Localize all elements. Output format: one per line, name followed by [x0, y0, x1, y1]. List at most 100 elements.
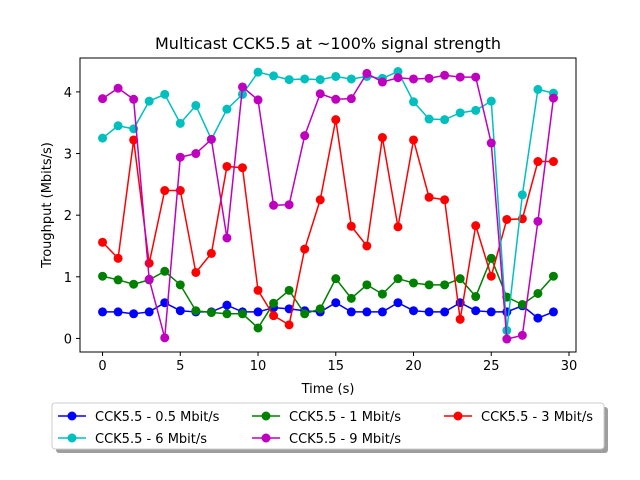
data-point [113, 275, 123, 285]
data-point [98, 94, 108, 104]
data-point [113, 253, 123, 263]
data-point [346, 94, 356, 104]
data-point [331, 115, 341, 125]
x-tick-label: 10 [250, 359, 267, 374]
data-point [346, 74, 356, 84]
data-point [331, 94, 341, 104]
data-point [222, 161, 232, 171]
data-point [160, 266, 170, 276]
legend-box [51, 402, 605, 450]
series-line [102, 70, 554, 331]
data-point [253, 285, 263, 295]
data-point [471, 105, 481, 115]
legend-label: CCK5.5 - 3 Mbit/s [481, 410, 593, 425]
data-point [300, 74, 310, 84]
legend-item: CCK5.5 - 1 Mbit/s [252, 410, 401, 425]
legend-marker [261, 433, 271, 443]
data-point [98, 133, 108, 143]
x-tick-label: 15 [328, 359, 345, 374]
data-point [160, 333, 170, 343]
data-point [269, 71, 279, 81]
data-point [331, 298, 341, 308]
plot-lines [98, 67, 558, 344]
data-point [455, 72, 465, 82]
data-point [98, 237, 108, 247]
legend-item: CCK5.5 - 6 Mbit/s [58, 432, 207, 447]
data-point [284, 75, 294, 85]
data-point [206, 134, 216, 144]
legend-marker [67, 433, 77, 443]
data-point [98, 271, 108, 281]
data-point [362, 241, 372, 251]
data-point [237, 89, 247, 99]
data-point [191, 100, 201, 110]
data-point [440, 195, 450, 205]
data-point [486, 307, 496, 317]
data-point [237, 163, 247, 173]
data-point [517, 330, 527, 340]
data-point [471, 306, 481, 316]
data-point [517, 300, 527, 310]
y-tick-label: 3 [64, 148, 72, 163]
data-point [533, 288, 543, 298]
data-point [253, 95, 263, 105]
data-point [393, 274, 403, 284]
data-point [471, 72, 481, 82]
y-tick-label: 2 [64, 209, 72, 224]
data-point [533, 84, 543, 94]
data-point [362, 280, 372, 290]
data-point [533, 216, 543, 226]
data-point [300, 309, 310, 319]
data-point [144, 307, 154, 317]
data-point [315, 75, 325, 85]
y-tick-label: 1 [64, 271, 72, 286]
x-axis-ticks: 0 5 10 15 20 25 30 [98, 352, 577, 374]
data-point [377, 289, 387, 299]
data-point [284, 285, 294, 295]
legend: CCK5.5 - 0.5 Mbit/s CCK5.5 - 1 Mbit/s CCK5… [51, 402, 608, 453]
data-point [315, 195, 325, 205]
data-point [548, 157, 558, 167]
x-tick-label: 30 [561, 359, 578, 374]
data-point [424, 280, 434, 290]
x-axis-label: Time (s) [301, 382, 355, 397]
data-point [284, 320, 294, 330]
data-point [533, 157, 543, 167]
data-point [455, 108, 465, 118]
data-point [377, 307, 387, 317]
data-point [362, 68, 372, 78]
data-point [486, 138, 496, 148]
data-point [175, 306, 185, 316]
data-point [129, 279, 139, 289]
legend-marker [67, 411, 77, 421]
plot-frame [79, 57, 577, 353]
data-point [175, 280, 185, 290]
data-point [393, 222, 403, 232]
data-point [284, 200, 294, 210]
data-point [346, 307, 356, 317]
data-point [424, 307, 434, 317]
data-point [409, 135, 419, 145]
data-point [160, 89, 170, 99]
data-point [393, 67, 403, 77]
x-tick-label: 25 [483, 359, 500, 374]
data-point [222, 233, 232, 243]
data-point [253, 67, 263, 77]
data-point [129, 135, 139, 145]
x-tick-label: 20 [405, 359, 422, 374]
series-1 [98, 253, 558, 333]
data-point [502, 334, 512, 344]
data-point [98, 307, 108, 317]
chart-title: Multicast CCK5.5 at ~100% signal strengt… [155, 34, 501, 53]
data-point [455, 274, 465, 284]
data-point [300, 244, 310, 254]
data-point [471, 221, 481, 231]
data-point [113, 121, 123, 131]
legend-item: CCK5.5 - 0.5 Mbit/s [58, 410, 220, 425]
data-point [331, 71, 341, 81]
y-axis-label: Troughput (Mbits/s) [40, 142, 55, 269]
data-point [160, 186, 170, 196]
data-point [206, 308, 216, 318]
series-line [102, 301, 554, 319]
data-point [222, 300, 232, 310]
